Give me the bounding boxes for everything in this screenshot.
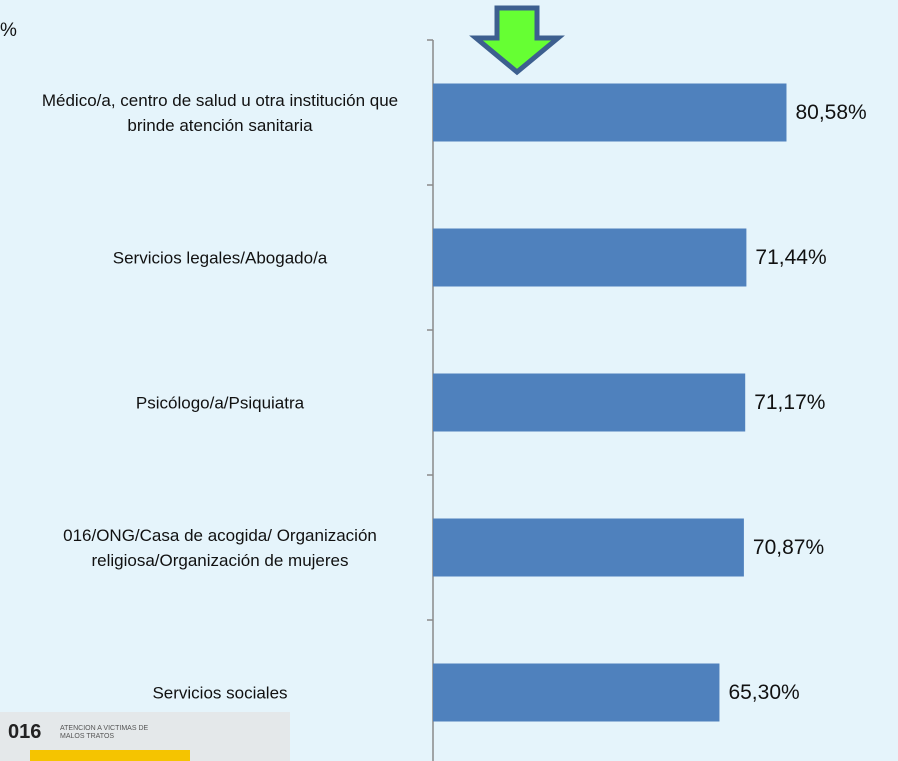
category-label: Servicios sociales [152,683,288,702]
logo-number: 016 [8,721,41,743]
bar [433,373,746,432]
bar [433,518,744,577]
bar [433,663,720,722]
logo-strip [30,750,190,761]
value-label: 70,87% [752,535,825,559]
category-label: Médico/a, centro de salud u otra institu… [41,90,399,135]
logo-text: ATENCIÓN A VÍCTIMAS DE MALOS TRATOS [60,725,149,740]
category-label: Servicios legales/Abogado/a [112,248,328,267]
value-label: 80,58% [795,100,867,124]
bar [433,83,787,142]
category-label: 016/ONG/Casa de acogida/ Organización re… [63,525,377,570]
value-label: 71,17% [754,390,826,414]
value-label: 65,30% [728,680,800,704]
arrow-icon [469,5,565,76]
value-label: 71,44% [755,245,827,269]
annotation: % [0,20,17,41]
category-label: Psicólogo/a/Psiquiatra [135,393,305,412]
bar [433,228,747,287]
logo-text-box: ATENCIÓN A VÍCTIMAS DE MALOS TRATOS [60,725,149,740]
